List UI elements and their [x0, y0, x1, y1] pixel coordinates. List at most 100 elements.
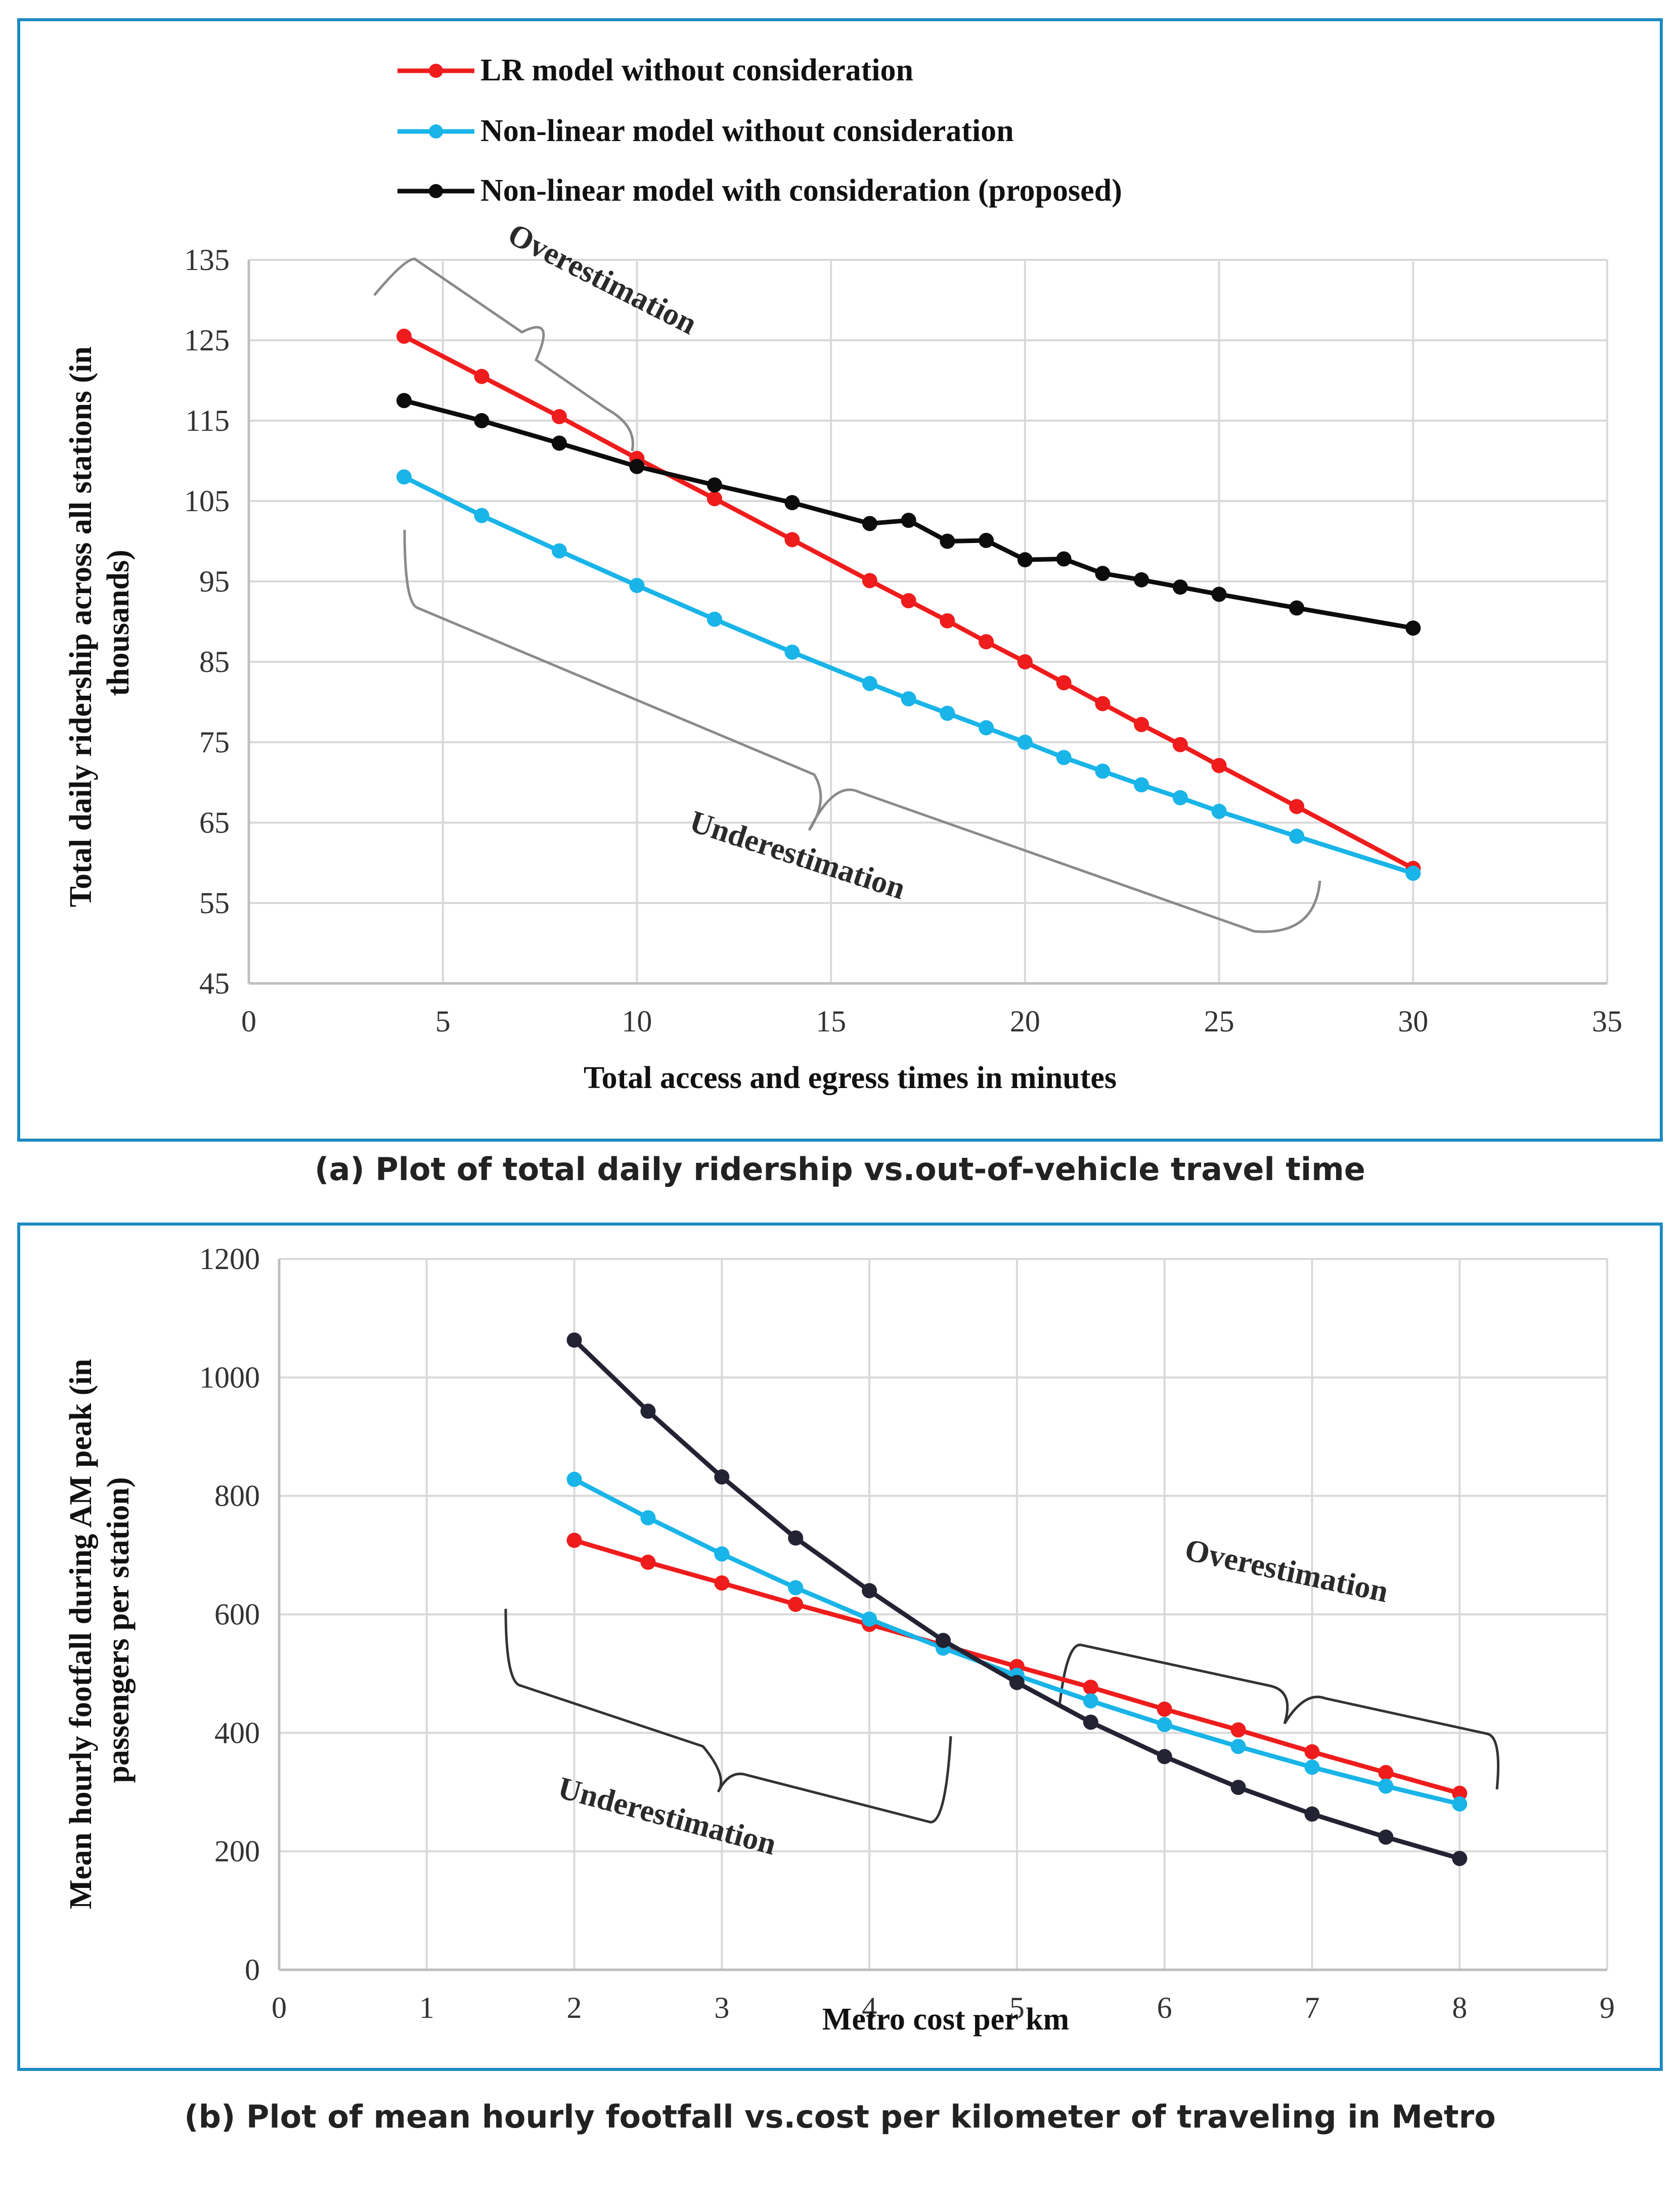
- data-point-0-0-8: [940, 613, 955, 628]
- data-point-1-1-10: [1304, 1759, 1320, 1775]
- data-point-0-0-6: [862, 573, 877, 589]
- chart-b-frame: 0 200 400 600 800 1000 1200 0 1 2 3 4 5 6 7 8 9 Underes…: [17, 1223, 1663, 2071]
- data-point-0-1-10: [1017, 735, 1033, 750]
- data-point-1-2-0: [566, 1332, 582, 1348]
- x-tick-label: 8: [1452, 1991, 1467, 2024]
- data-point-0-0-4: [706, 491, 722, 507]
- y-tick-label: 1000: [199, 1361, 260, 1394]
- x-tick-label: 4: [862, 1991, 877, 2024]
- data-point-1-1-8: [1157, 1717, 1172, 1732]
- legend-a: LR model without consideration Non-linea…: [397, 53, 1122, 208]
- data-point-0-1-6: [862, 675, 877, 691]
- data-point-0-1-12: [1095, 763, 1111, 779]
- chart-a-frame: 45 55 65 75 85 95 105 115 125 135 0 5 10 15 20 25 30 35 …: [17, 18, 1663, 1142]
- data-point-1-1-7: [1083, 1693, 1098, 1709]
- data-point-0-1-13: [1134, 777, 1150, 793]
- caption-a: (a) Plot of total daily ridership vs.out…: [315, 1151, 1365, 1188]
- data-point-0-2-11: [1056, 551, 1072, 567]
- data-point-0-2-2: [551, 435, 567, 451]
- y-tick-label: 95: [199, 565, 230, 598]
- x-tick-label: 20: [1010, 1005, 1040, 1038]
- y-tick-label: 45: [199, 967, 230, 1000]
- data-point-0-2-13: [1134, 572, 1150, 588]
- data-point-0-1-2: [551, 543, 567, 559]
- data-point-1-0-9: [1230, 1722, 1246, 1738]
- data-point-0-2-16: [1289, 600, 1305, 616]
- y-axis-label-b: Mean hourly footfall during AM peak (in …: [64, 1351, 136, 1909]
- data-point-0-1-4: [706, 611, 722, 627]
- data-point-0-2-5: [784, 495, 800, 511]
- data-point-1-0-0: [566, 1532, 582, 1548]
- data-point-1-2-4: [862, 1583, 877, 1599]
- y-tick-label: 0: [245, 1953, 260, 1987]
- data-point-1-1-1: [640, 1510, 656, 1526]
- y-tick-label: 200: [214, 1835, 260, 1868]
- data-point-1-0-10: [1304, 1744, 1320, 1759]
- data-point-1-2-8: [1157, 1749, 1172, 1765]
- data-point-1-2-6: [1009, 1675, 1025, 1690]
- data-point-1-1-9: [1230, 1739, 1246, 1754]
- y-axis-label-b-line2: passengers per station): [101, 1477, 136, 1783]
- y-axis-label-b-line1: Mean hourly footfall during AM peak (in: [64, 1359, 98, 1909]
- data-point-1-0-7: [1083, 1680, 1098, 1695]
- data-point-0-0-11: [1056, 675, 1072, 691]
- data-point-0-0-5: [784, 532, 800, 548]
- legend-marker-nl: [429, 124, 443, 139]
- data-point-1-2-2: [714, 1469, 730, 1485]
- data-point-0-1-9: [979, 720, 994, 736]
- x-tick-label: 10: [622, 1005, 652, 1038]
- x-tick-label: 5: [435, 1005, 451, 1038]
- x-tick-label: 6: [1157, 1991, 1172, 2024]
- data-point-0-2-12: [1095, 566, 1111, 581]
- y-tick-label: 75: [199, 726, 230, 759]
- data-point-1-0-8: [1157, 1701, 1172, 1717]
- series-line-0-1: [403, 475, 1414, 876]
- y-tick-label: 1200: [199, 1242, 260, 1276]
- y-tick-label: 115: [185, 404, 230, 437]
- legend-marker-lr: [429, 64, 443, 78]
- data-point-0-0-13: [1134, 717, 1150, 733]
- x-tick-label: 15: [816, 1005, 846, 1038]
- y-tick-label: 125: [184, 324, 230, 357]
- data-point-0-0-7: [901, 593, 916, 609]
- legend-marker-proposed: [429, 184, 443, 198]
- data-point-0-0-16: [1289, 799, 1305, 815]
- data-point-0-2-1: [474, 413, 490, 428]
- data-point-1-2-7: [1083, 1714, 1098, 1730]
- y-axis-label-a-line2: thousands): [101, 550, 136, 696]
- data-point-0-1-7: [901, 691, 916, 707]
- y-tick-label: 85: [199, 645, 230, 679]
- data-point-0-0-12: [1095, 696, 1111, 711]
- y-tick-label: 135: [184, 243, 230, 277]
- y-tick-label: 800: [214, 1479, 260, 1513]
- data-point-1-1-4: [862, 1611, 877, 1627]
- data-point-0-2-15: [1211, 586, 1227, 602]
- x-tick-label: 35: [1592, 1005, 1622, 1038]
- data-point-0-1-14: [1172, 790, 1188, 805]
- data-point-0-2-3: [629, 459, 645, 474]
- x-axis-label-b: Metro cost per km: [822, 2002, 1069, 2037]
- data-point-1-2-9: [1230, 1780, 1246, 1795]
- x-tick-label: 2: [567, 1991, 582, 2024]
- data-point-0-2-4: [706, 477, 722, 493]
- caption-b: (b) Plot of mean hourly footfall vs.cost…: [184, 2098, 1496, 2135]
- data-point-0-0-2: [551, 409, 567, 425]
- data-point-0-1-1: [474, 508, 490, 523]
- x-tick-label: 5: [1009, 1991, 1025, 2024]
- data-point-1-0-11: [1378, 1765, 1394, 1780]
- data-point-1-0-3: [788, 1597, 804, 1612]
- data-point-1-0-2: [714, 1575, 730, 1591]
- data-point-1-0-12: [1452, 1785, 1468, 1801]
- y-tick-label: 65: [199, 806, 230, 839]
- legend-label-nl: Non-linear model without consideration: [480, 114, 1014, 148]
- x-tick-label: 1: [419, 1991, 434, 2024]
- x-tick-label: 3: [714, 1991, 729, 2024]
- y-tick-label: 600: [214, 1598, 260, 1631]
- x-tick-label: 7: [1304, 1991, 1319, 2024]
- data-point-0-0-15: [1211, 758, 1227, 774]
- data-point-0-1-0: [396, 469, 412, 485]
- data-point-0-1-5: [784, 644, 800, 660]
- x-tick-label: 25: [1204, 1005, 1234, 1038]
- data-point-1-2-5: [936, 1633, 951, 1648]
